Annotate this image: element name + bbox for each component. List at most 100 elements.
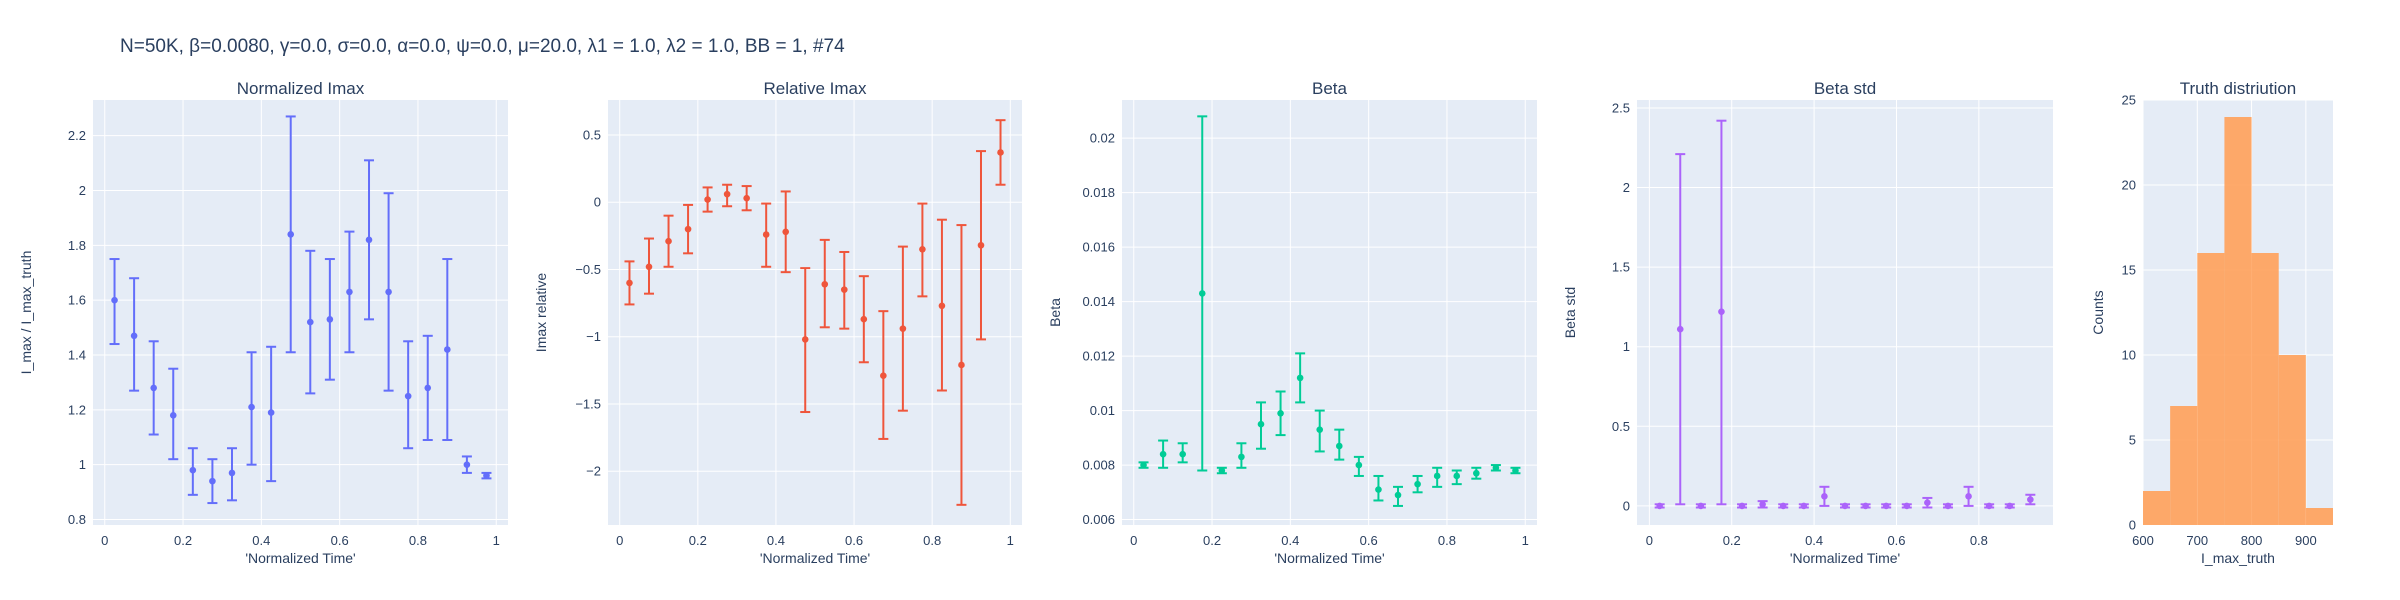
data-point [1179, 450, 1186, 458]
data-point [1198, 290, 1206, 297]
data-point [1821, 493, 1828, 500]
x-tick-label: 0.2 [1723, 533, 1741, 548]
subplot-2: 0 0.2 0.4 0.6 0.8 1 −2 −1.5 −1 −0.5 0 0.5 Relative I… [533, 79, 1022, 566]
data-point [938, 302, 946, 310]
x-tick-label: 0 [1646, 533, 1653, 548]
subplot-title: Beta [1312, 79, 1348, 98]
y-tick-label: 1.2 [68, 402, 86, 417]
data-point [1238, 453, 1245, 461]
data-point [1316, 426, 1324, 433]
y-tick-label: 0.008 [1082, 458, 1115, 473]
histogram-bar [2305, 508, 2333, 525]
data-point [306, 318, 314, 326]
y-tick-label: 1.4 [68, 348, 86, 363]
y-tick-label: 20 [2122, 178, 2136, 193]
data-point [958, 361, 965, 369]
data-point [1656, 502, 1663, 510]
data-point [1779, 502, 1787, 510]
data-point [228, 469, 236, 477]
y-tick-label: −0.5 [575, 262, 601, 277]
y-tick-label: 2 [79, 183, 86, 198]
y-tick-label: 1.8 [68, 238, 86, 253]
y-tick-label: 2.5 [1612, 100, 1630, 115]
y-axis-label: Beta std [1562, 287, 1578, 338]
data-point [1718, 308, 1725, 316]
x-tick-label: 900 [2295, 533, 2317, 548]
histogram-bar [2224, 117, 2252, 525]
data-point [1492, 464, 1500, 472]
y-tick-label: 0 [1623, 498, 1630, 513]
y-tick-label: 10 [2122, 348, 2136, 363]
data-point [840, 286, 848, 293]
data-point [1414, 480, 1421, 488]
x-tick-label: 800 [2241, 533, 2263, 548]
x-axis-label: 'Normalized Time' [1790, 550, 1900, 566]
y-tick-label: 0.01 [1090, 403, 1115, 418]
data-point [1277, 410, 1284, 417]
x-tick-label: 0.4 [767, 533, 785, 548]
data-point [645, 263, 653, 271]
data-point [1676, 325, 1684, 333]
x-tick-label: 0 [1130, 533, 1137, 548]
data-point [1965, 493, 1972, 500]
data-point [1355, 461, 1363, 469]
subplot-5: 600 700 800 900 0 5 10 15 20 25 Truth distriution I… [2090, 79, 2333, 566]
y-tick-label: 1 [79, 457, 86, 472]
x-tick-label: 600 [2132, 533, 2154, 548]
data-point [821, 280, 829, 288]
x-tick-label: 0.2 [174, 533, 192, 548]
data-point [365, 236, 373, 244]
data-point [209, 477, 216, 485]
y-axis-label: Beta [1047, 298, 1063, 327]
y-tick-label: 2 [1623, 180, 1630, 195]
data-point [860, 315, 868, 323]
data-point [1800, 502, 1808, 510]
subplot-panels: 0 0.2 0.4 0.6 0.8 1 0.8 1 1.2 1.4 1.6 1.8 2 2.2 Normal… [18, 79, 2333, 566]
x-tick-label: 0.8 [923, 533, 941, 548]
data-point [326, 316, 334, 323]
y-tick-label: 0.016 [1082, 240, 1115, 255]
y-axis-label: Imax relative [533, 273, 549, 353]
data-point [704, 196, 711, 203]
x-axis-label: I_max_truth [2201, 550, 2275, 566]
x-tick-label: 0.8 [1970, 533, 1988, 548]
histogram-bar [2170, 406, 2198, 525]
data-point [2027, 496, 2034, 503]
x-tick-label: 0.4 [1281, 533, 1299, 548]
data-point [444, 346, 451, 353]
y-tick-label: 0.8 [68, 512, 86, 527]
histogram-bar [2143, 491, 2171, 525]
data-point [1759, 501, 1766, 508]
data-point [1697, 502, 1705, 510]
plot-area [608, 100, 1022, 525]
data-point [267, 409, 275, 416]
data-point [248, 403, 255, 411]
y-tick-label: 0.012 [1082, 349, 1115, 364]
y-tick-label: 0.014 [1082, 294, 1115, 309]
x-axis-label: 'Normalized Time' [245, 550, 355, 566]
y-tick-label: 0.018 [1082, 185, 1115, 200]
data-point [665, 237, 672, 245]
data-point [2006, 502, 2014, 510]
histogram-bar [2251, 253, 2279, 525]
subplot-1: 0 0.2 0.4 0.6 0.8 1 0.8 1 1.2 1.4 1.6 1.8 2 2.2 Normal… [18, 79, 508, 566]
histogram-bar [2278, 355, 2306, 525]
y-tick-label: 1.6 [68, 293, 86, 308]
data-point [346, 288, 353, 296]
data-point [723, 190, 731, 198]
data-point [1882, 502, 1890, 510]
data-point [1985, 502, 1993, 510]
subplot-3: 0 0.2 0.4 0.6 0.8 1 0.006 0.008 0.01 0.012 0.014 0.… [1047, 79, 1537, 566]
histogram-bar [2197, 253, 2225, 525]
data-point [169, 412, 177, 419]
y-tick-label: 15 [2122, 263, 2136, 278]
plot-area [93, 100, 508, 525]
data-point [1433, 472, 1441, 480]
data-point [404, 392, 412, 400]
data-point [189, 466, 197, 474]
data-point [1140, 461, 1147, 469]
data-point [1738, 502, 1746, 510]
data-point [130, 332, 138, 340]
data-point [1862, 502, 1869, 510]
